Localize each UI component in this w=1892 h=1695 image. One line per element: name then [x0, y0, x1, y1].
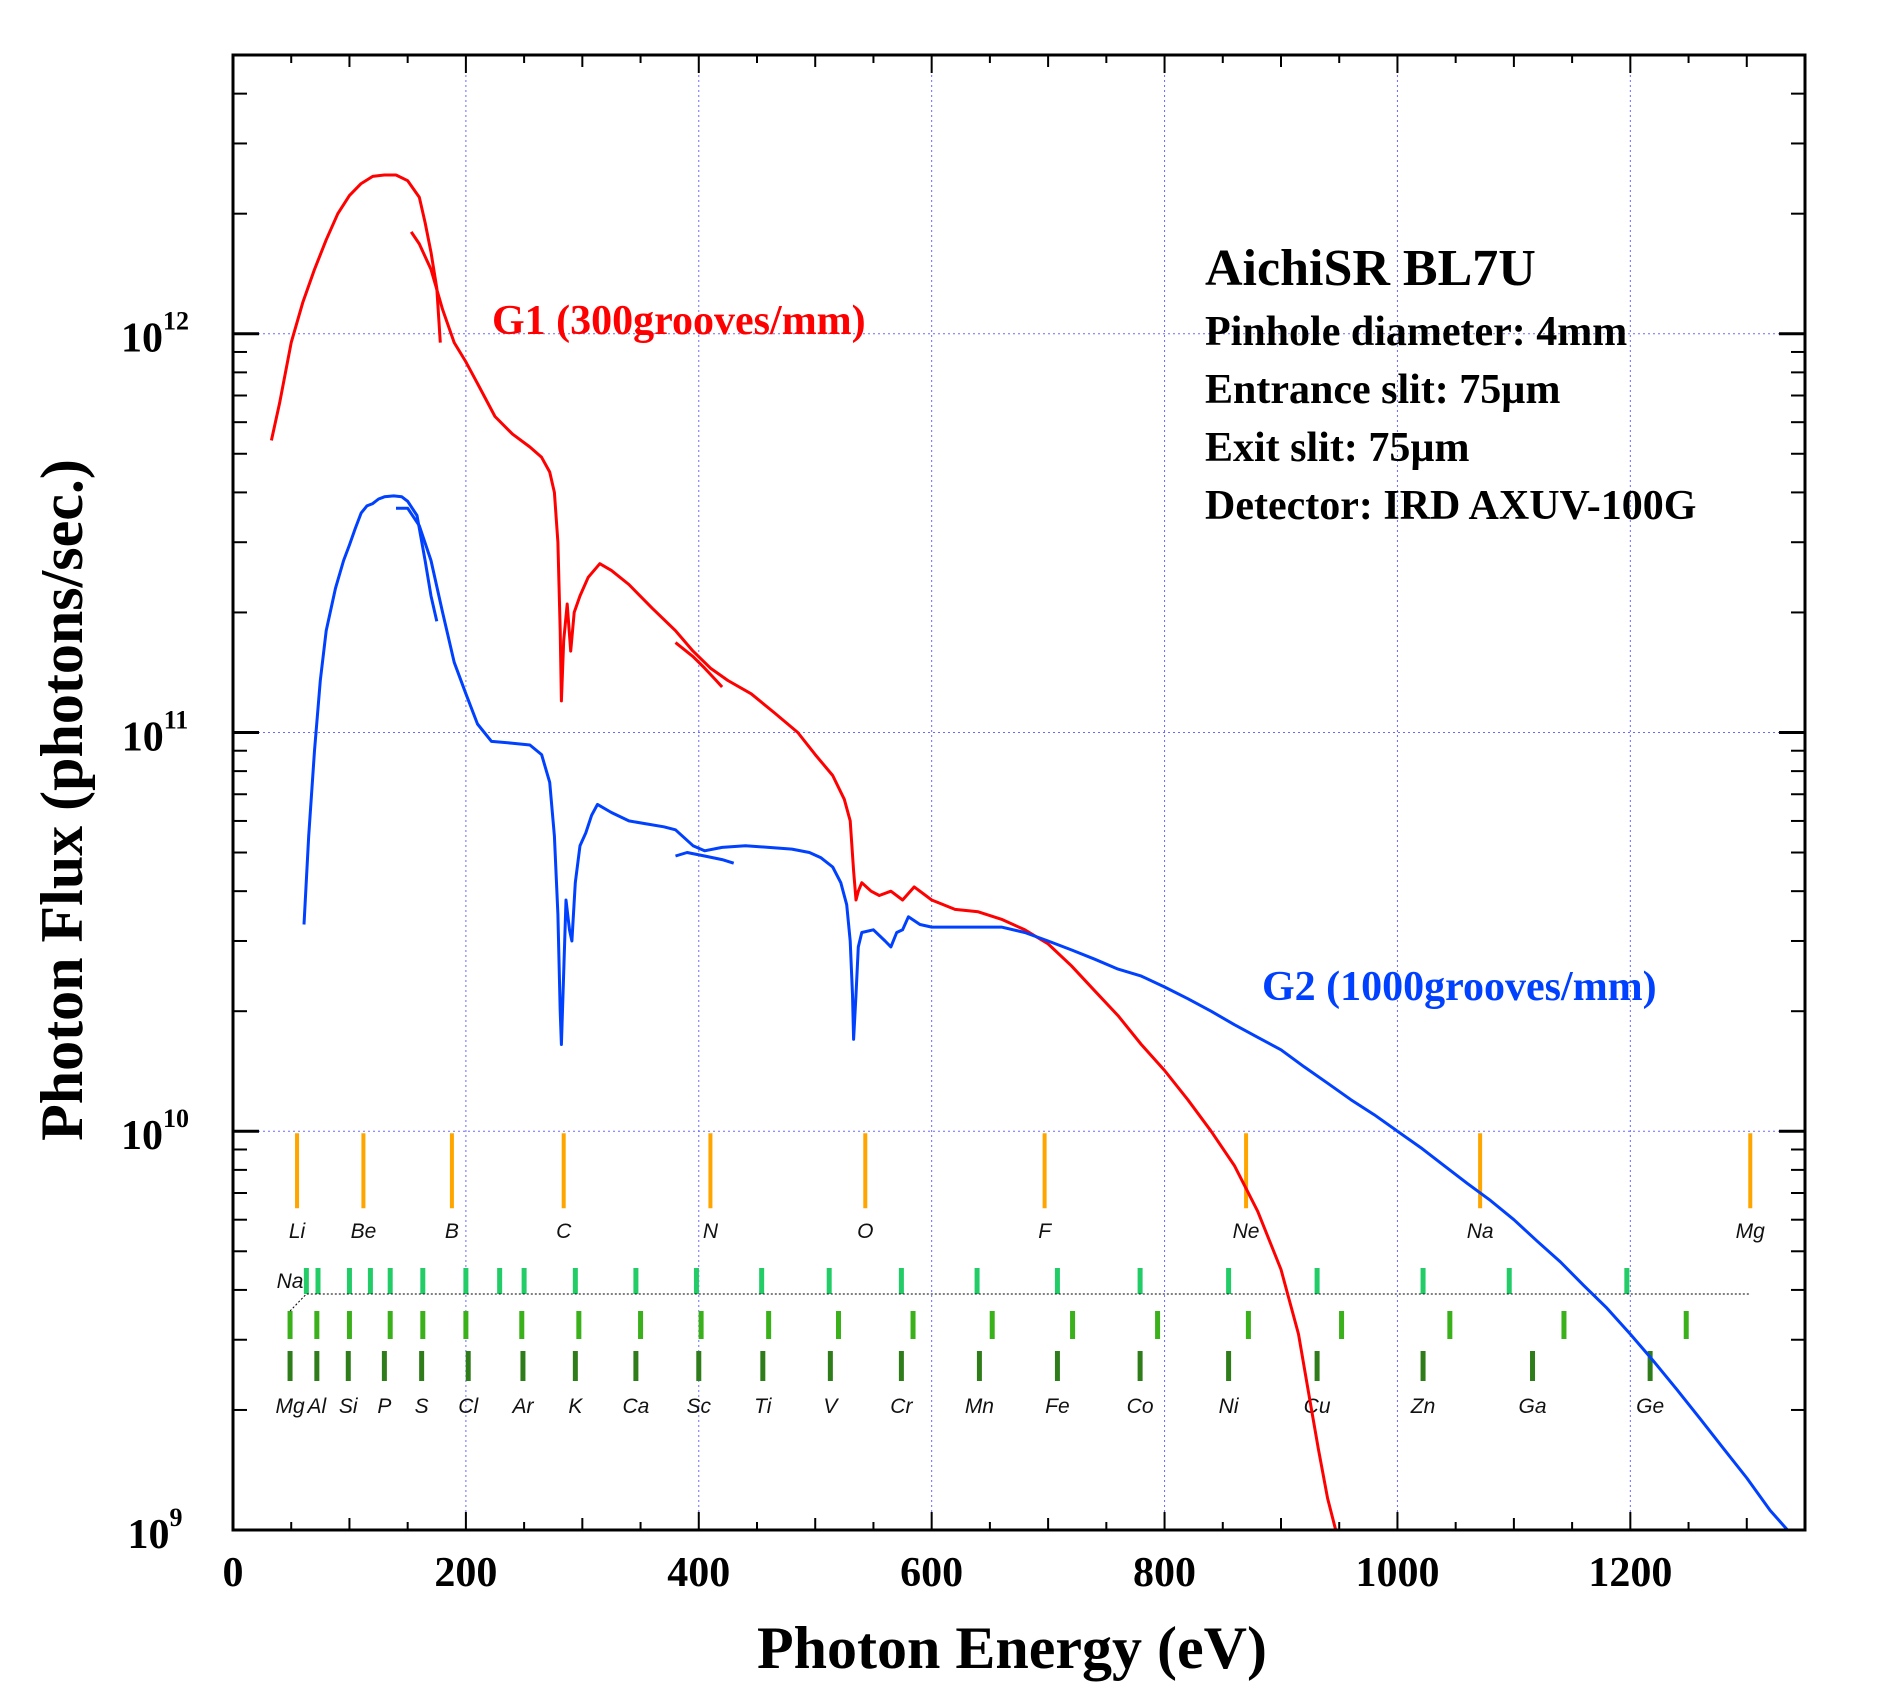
chart-title: AichiSR BL7U	[1205, 240, 1536, 297]
x-tick-label: 600	[900, 1550, 963, 1596]
l-edge-label: Cl	[458, 1395, 479, 1418]
series-label-g2: G2 (1000grooves/mm)	[1262, 964, 1657, 1010]
series-g2-line	[302, 494, 439, 925]
series-g2-line	[675, 851, 735, 865]
y-tick-label: 1011	[122, 705, 189, 760]
l-edge-label: P	[377, 1395, 391, 1418]
l-edge-label: Ni	[1219, 1395, 1240, 1418]
l-edge-label: V	[823, 1395, 839, 1418]
x-tick-label: 200	[434, 1550, 497, 1596]
x-tick-label: 1000	[1355, 1550, 1439, 1596]
l-edge-label: K	[568, 1395, 583, 1418]
annotation-pinhole: Pinhole diameter: 4mm	[1205, 309, 1627, 355]
annotation-detector: Detector: IRD AXUV-100G	[1205, 483, 1696, 529]
y-tick-label: 1010	[121, 1104, 189, 1159]
series-g2-line	[396, 506, 1789, 1531]
k-edge-label: F	[1038, 1220, 1052, 1243]
series-g1-line	[269, 173, 442, 441]
l-edge-label: Ga	[1519, 1395, 1547, 1418]
l-edge-label: Co	[1127, 1395, 1154, 1418]
annotation-exit-slit: Exit slit: 75µm	[1205, 425, 1470, 471]
l-edge-label: Na	[277, 1270, 304, 1293]
l-edge-connector	[289, 1293, 1751, 1312]
series-g1-line	[409, 231, 1338, 1531]
x-tick-label: 0	[223, 1550, 244, 1596]
grid-lines	[233, 55, 1805, 1530]
series-g1-line	[674, 641, 724, 689]
l-edge-label: Ge	[1636, 1395, 1664, 1418]
l-edge-label: S	[415, 1395, 429, 1418]
k-edge-label: B	[445, 1220, 459, 1243]
x-tick-label: 800	[1133, 1550, 1196, 1596]
l-edge-label: Si	[339, 1395, 359, 1418]
plot-border	[231, 53, 1807, 1532]
tick-labels: 0 200 400 600 800 1000 1200 109 1010 1011 1012	[121, 307, 1672, 1596]
y-tick-label: 109	[128, 1503, 183, 1558]
series-label-g1: G1 (300grooves/mm)	[492, 298, 866, 344]
l-edge-label: Mg	[275, 1395, 304, 1418]
k-edge-label: Ne	[1233, 1220, 1260, 1243]
l-edge-label: Sc	[687, 1395, 712, 1418]
l-edge-label: Al	[305, 1395, 327, 1418]
l-edge-label: Mn	[965, 1395, 994, 1418]
y-axis-title: Photon Flux (photons/sec.)	[29, 459, 95, 1141]
k-edge-label: N	[703, 1220, 719, 1243]
l-edge-label: Zn	[1410, 1395, 1436, 1418]
k-edge-label: Be	[351, 1220, 377, 1243]
plot-frame	[231, 53, 1807, 1532]
y-tick-label: 1012	[121, 307, 189, 362]
l-edge-label: Cr	[890, 1395, 913, 1418]
k-edge-label: Na	[1467, 1220, 1494, 1243]
k-edge-label: C	[556, 1220, 572, 1243]
x-tick-label: 400	[667, 1550, 730, 1596]
axis-ticks	[232, 54, 1805, 1532]
k-edge-label: Li	[289, 1220, 307, 1243]
l-edge-label: Ti	[754, 1395, 773, 1418]
x-axis-title: Photon Energy (eV)	[757, 1615, 1267, 1681]
k-edge-label: Mg	[1736, 1220, 1765, 1243]
l-edge-label: Ar	[510, 1395, 534, 1418]
l-edge-label: Fe	[1045, 1395, 1070, 1418]
annotation-entrance-slit: Entrance slit: 75µm	[1205, 367, 1560, 413]
series-lines	[269, 173, 1789, 1531]
l-edge-label: Cu	[1304, 1395, 1331, 1418]
l-edge-label: Ca	[622, 1395, 649, 1418]
k-edge-label: O	[857, 1220, 873, 1243]
x-tick-label: 1200	[1588, 1550, 1672, 1596]
